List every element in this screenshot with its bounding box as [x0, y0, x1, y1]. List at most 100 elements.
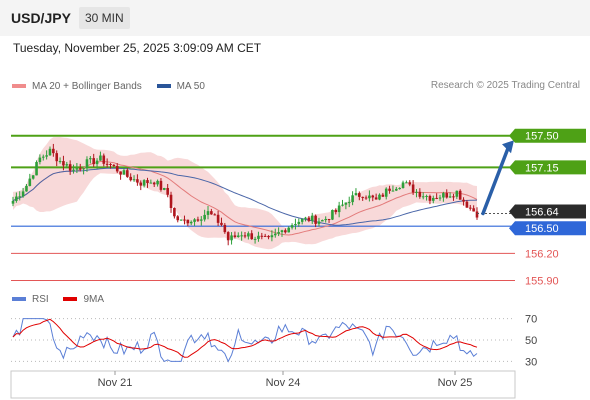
- candle-body: [431, 197, 435, 201]
- candle-body: [210, 211, 213, 215]
- price-label-156-50-bg: [509, 221, 586, 236]
- candle-body: [220, 222, 223, 225]
- price-label-156-64: 156.64: [525, 207, 559, 219]
- legend-item-ma50: MA 50: [156, 81, 205, 92]
- candle-body: [136, 179, 139, 183]
- candle-body: [304, 217, 307, 219]
- candle-body: [411, 184, 415, 193]
- candle-body: [152, 182, 156, 185]
- candle-body: [351, 195, 354, 203]
- rsi-legend: RSI 9MA: [12, 293, 116, 305]
- legend-swatch-9ma: [63, 297, 78, 301]
- candle-body: [82, 168, 85, 170]
- candle-body: [223, 224, 227, 233]
- rsi-tick-label-50: 50: [525, 335, 537, 347]
- candle-body: [226, 232, 230, 241]
- candle-body: [119, 171, 122, 175]
- candle-body: [216, 214, 220, 223]
- candle-body: [72, 169, 75, 171]
- candle-body: [378, 194, 381, 200]
- candle-body: [41, 156, 45, 158]
- candle-body: [149, 182, 153, 184]
- candle-body: [179, 219, 183, 221]
- candle-body: [381, 194, 385, 197]
- top-bar: USD/JPY 30 MIN: [0, 0, 590, 36]
- legend-item-rsi: RSI: [12, 294, 49, 305]
- price-label-156-50: 156.50: [525, 223, 559, 235]
- candles-group: [11, 143, 479, 246]
- candle-body: [324, 218, 327, 221]
- candle-body: [458, 190, 462, 200]
- candle-body: [465, 201, 469, 208]
- candle-body: [236, 235, 240, 237]
- candle-body: [354, 193, 358, 196]
- candle-body: [21, 191, 25, 197]
- candle-body: [368, 195, 371, 199]
- legend-label-9ma: 9MA: [83, 293, 105, 305]
- interval-badge[interactable]: 30 MIN: [79, 7, 130, 29]
- rsi-tick-label-70: 70: [525, 314, 537, 326]
- candle-body: [132, 179, 136, 181]
- candle-body: [58, 161, 62, 163]
- candle-body: [186, 219, 190, 224]
- candle-body: [418, 191, 422, 197]
- candle-body: [398, 188, 401, 190]
- candle-body: [159, 180, 163, 190]
- candle-body: [240, 235, 243, 237]
- ma20-line: [12, 161, 478, 236]
- candle-body: [317, 221, 321, 224]
- candle-body: [384, 188, 388, 197]
- candle-body: [314, 215, 317, 224]
- x-tick-label-1: Nov 24: [266, 377, 301, 389]
- legend-label-rsi: RSI: [32, 293, 49, 305]
- candle-body: [337, 205, 341, 213]
- candle-body: [173, 207, 176, 217]
- legend-item-9ma: 9MA: [63, 294, 104, 305]
- candle-body: [102, 155, 106, 164]
- candle-body: [287, 227, 291, 233]
- candle-body: [31, 175, 35, 179]
- datetime-label: Tuesday, November 25, 2025 3:09:09 AM CE…: [13, 41, 262, 55]
- x-axis-frame: [10, 370, 516, 399]
- candle-body: [52, 148, 55, 154]
- candle-body: [290, 225, 294, 228]
- candle-body: [92, 158, 95, 165]
- candle-body: [38, 157, 42, 163]
- candle-body: [361, 196, 364, 198]
- candle-body: [122, 170, 126, 175]
- candle-body: [371, 195, 375, 198]
- legend-item-ma20: MA 20 + Bollinger Bands: [12, 81, 142, 92]
- candle-body: [267, 235, 270, 238]
- legend-label-ma20: MA 20 + Bollinger Bands: [32, 80, 142, 92]
- candle-body: [253, 238, 257, 240]
- candle-body: [341, 204, 344, 206]
- projection-arrow-shaft: [481, 146, 510, 216]
- candle-body: [68, 164, 72, 171]
- projection-arrow-head: [502, 140, 514, 154]
- candle-body: [48, 148, 52, 156]
- candle-body: [89, 158, 92, 160]
- candle-body: [358, 193, 361, 197]
- candle-body: [78, 168, 82, 170]
- candle-body: [401, 182, 405, 189]
- candle-body: [297, 221, 301, 224]
- candle-body: [126, 170, 129, 177]
- price-label-157-50-bg: [509, 128, 586, 143]
- candle-body: [199, 219, 203, 221]
- candle-body: [75, 168, 79, 170]
- candle-body: [395, 188, 398, 191]
- candle-body: [85, 159, 89, 169]
- candle-body: [405, 182, 408, 184]
- candle-body: [163, 188, 166, 190]
- candle-body: [11, 200, 15, 204]
- candle-body: [307, 217, 311, 221]
- x-tick-label-2: Nov 25: [438, 377, 473, 389]
- candle-body: [364, 197, 368, 199]
- candle-body: [95, 160, 99, 165]
- candle-body: [129, 176, 132, 181]
- x-tick-label-0: Nov 21: [98, 377, 133, 389]
- candle-body: [472, 208, 475, 212]
- candle-body: [233, 235, 237, 237]
